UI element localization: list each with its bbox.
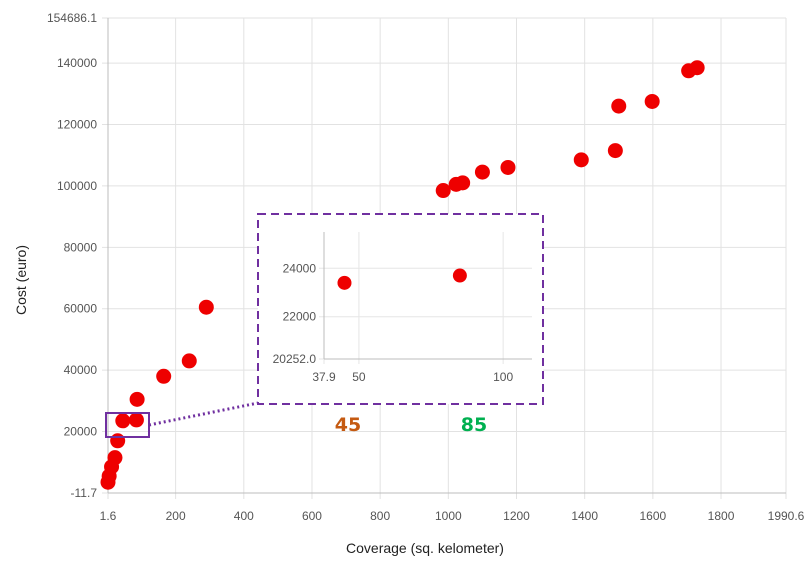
data-point bbox=[689, 60, 705, 76]
x-tick-label: 1200 bbox=[503, 509, 530, 523]
data-point bbox=[474, 164, 490, 180]
x-tick-labels: 1.6 200 400 600 800 1000 1200 1400 1600 1800 1990.… bbox=[100, 509, 805, 523]
y-tick-label: 140000 bbox=[57, 56, 97, 70]
y-tick-label: 154686.1 bbox=[47, 11, 97, 25]
zoom-connector bbox=[148, 401, 259, 427]
x-tick-label: 600 bbox=[302, 509, 322, 523]
inset-y-tick-label: 24000 bbox=[283, 261, 317, 275]
data-point bbox=[198, 299, 214, 315]
inset-chart: 37.9 50 100 20252.0 22000 24000 bbox=[273, 232, 532, 384]
x-axis-title: Coverage (sq. kelometer) bbox=[346, 540, 504, 556]
x-tick-label: 1990.6 bbox=[768, 509, 805, 523]
data-point bbox=[128, 412, 144, 428]
inset-x-tick-label: 50 bbox=[352, 370, 366, 384]
inset-y-tick-label: 20252.0 bbox=[273, 352, 317, 366]
data-point bbox=[129, 391, 145, 407]
y-tick-label: -11.7 bbox=[71, 486, 98, 500]
x-tick-label: 1000 bbox=[435, 509, 462, 523]
y-tick-label: 120000 bbox=[57, 118, 97, 132]
x-tick-label: 800 bbox=[370, 509, 390, 523]
y-tick-label: 20000 bbox=[64, 425, 98, 439]
inset-x-tick-label: 100 bbox=[493, 370, 513, 384]
x-tick-label: 1800 bbox=[708, 509, 735, 523]
inset-data-point bbox=[452, 268, 467, 283]
data-point bbox=[611, 98, 627, 114]
x-tick-label: 1400 bbox=[571, 509, 598, 523]
inset-x-tick-label: 37.9 bbox=[312, 370, 336, 384]
inset-data-point bbox=[337, 275, 352, 290]
data-point bbox=[500, 159, 516, 175]
data-point bbox=[156, 368, 172, 384]
data-point bbox=[110, 433, 126, 449]
data-point bbox=[455, 175, 471, 191]
zoom-highlight bbox=[105, 213, 544, 438]
data-point bbox=[573, 152, 589, 168]
x-tick-label: 200 bbox=[166, 509, 186, 523]
inset-frame bbox=[257, 213, 544, 405]
y-axis-title: Cost (euro) bbox=[13, 245, 29, 315]
data-points bbox=[100, 60, 705, 490]
x-tick-label: 400 bbox=[234, 509, 254, 523]
data-point bbox=[115, 413, 131, 429]
x-tick-label: 1.6 bbox=[100, 509, 117, 523]
y-tick-label: 40000 bbox=[64, 363, 98, 377]
data-point bbox=[181, 353, 197, 369]
y-tick-label: 100000 bbox=[57, 179, 97, 193]
x-tick-label: 1600 bbox=[640, 509, 667, 523]
y-tick-label: 80000 bbox=[64, 240, 98, 254]
data-point bbox=[607, 143, 623, 159]
y-tick-labels: -11.7 20000 40000 60000 80000 100000 120000 140… bbox=[47, 11, 97, 500]
data-point bbox=[435, 183, 451, 199]
data-point bbox=[644, 93, 660, 109]
inset-y-tick-label: 22000 bbox=[283, 310, 317, 324]
annotation-45: 45 bbox=[335, 414, 361, 436]
data-point bbox=[107, 450, 123, 466]
y-tick-label: 60000 bbox=[64, 302, 98, 316]
annotation-85: 85 bbox=[461, 414, 487, 436]
